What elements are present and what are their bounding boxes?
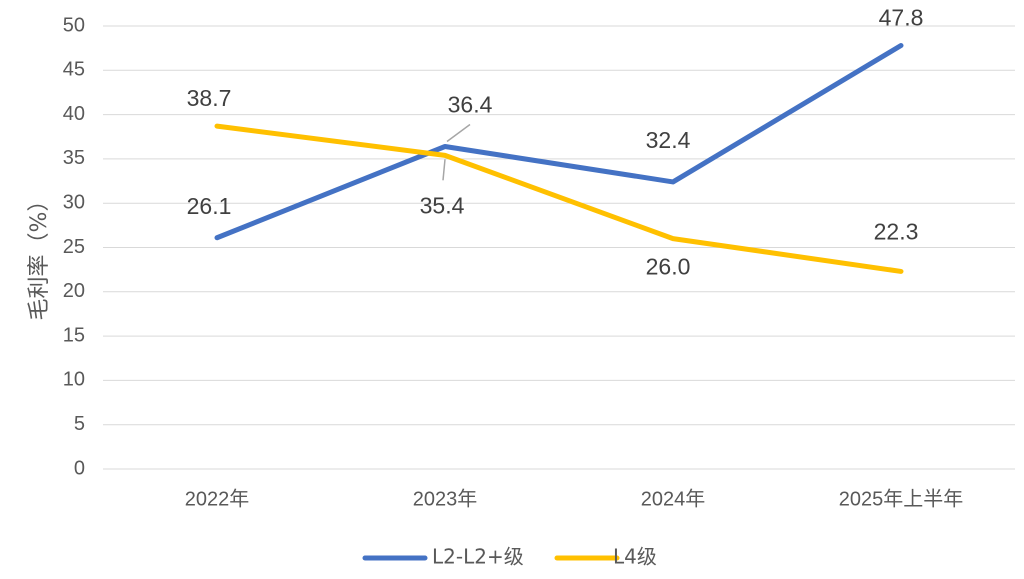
y-tick-label: 25 bbox=[63, 236, 85, 258]
x-tick-label: 2023年 bbox=[413, 487, 478, 510]
data-labels: 26.1 36.4 32.4 47.8 38.7 35.4 26.0 22.3 bbox=[187, 5, 924, 280]
y-tick-label: 35 bbox=[63, 147, 85, 169]
data-label: 35.4 bbox=[420, 192, 465, 218]
x-tick-label: 2025年上半年 bbox=[839, 487, 964, 510]
x-tick-label: 2024年 bbox=[641, 487, 706, 510]
data-label: 32.4 bbox=[646, 127, 691, 153]
leader-line bbox=[446, 123, 471, 143]
x-axis-ticks: 2022年 2023年 2024年 2025年上半年 bbox=[185, 487, 964, 510]
legend: L2-L2+级 L4级 bbox=[362, 545, 657, 569]
x-tick-label: 2022年 bbox=[185, 487, 250, 510]
data-label: 36.4 bbox=[448, 92, 493, 118]
legend-label: L4级 bbox=[613, 545, 657, 569]
y-tick-label: 30 bbox=[63, 191, 85, 213]
series-lines bbox=[214, 42, 904, 274]
series-line-l2-l2plus bbox=[214, 42, 904, 241]
y-tick-label: 10 bbox=[63, 369, 85, 391]
y-tick-label: 15 bbox=[63, 324, 85, 346]
y-tick-label: 50 bbox=[63, 14, 85, 36]
legend-label: L2-L2+级 bbox=[432, 545, 524, 569]
data-label: 26.0 bbox=[646, 254, 691, 280]
y-tick-label: 45 bbox=[63, 59, 85, 81]
leader-line bbox=[442, 159, 446, 181]
gridlines bbox=[103, 25, 1015, 470]
y-tick-label: 40 bbox=[63, 103, 85, 125]
data-label: 38.7 bbox=[187, 85, 232, 111]
data-label: 47.8 bbox=[879, 5, 924, 31]
data-label: 22.3 bbox=[874, 219, 919, 245]
series-line-l4 bbox=[214, 123, 904, 274]
y-axis-ticks: 0 5 10 15 20 25 30 35 40 45 50 bbox=[63, 14, 85, 479]
data-label: 26.1 bbox=[187, 193, 232, 219]
y-axis-title: 毛利率（%） bbox=[27, 190, 52, 321]
y-tick-label: 20 bbox=[63, 280, 85, 302]
y-tick-label: 0 bbox=[74, 457, 85, 479]
y-tick-label: 5 bbox=[74, 413, 85, 435]
